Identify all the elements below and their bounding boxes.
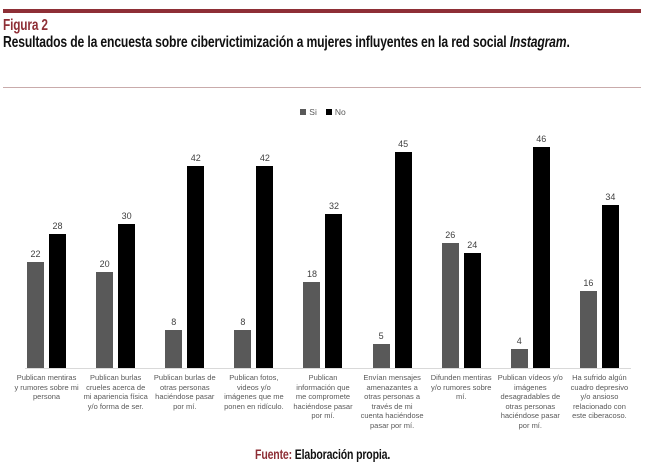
source-note-text: Fuente: Elaboración propia. [255, 447, 390, 462]
figure-title-text: Resultados de la encuesta sobre cibervic… [3, 34, 510, 51]
bar-si [303, 281, 321, 368]
bar-group: 5 45 [358, 128, 427, 368]
bar-wrap-no: 30 [118, 211, 136, 368]
bar-no [118, 224, 136, 368]
x-axis-line [25, 368, 631, 369]
bar-group: 8 42 [219, 128, 288, 368]
bar-group: 22 28 [12, 128, 81, 368]
legend-label-si: Si [309, 107, 317, 117]
bar-si [510, 348, 528, 368]
bar-si [27, 262, 45, 368]
bar-value-label: 30 [121, 211, 132, 221]
bar-wrap-no: 24 [463, 239, 481, 368]
legend-swatch-no [325, 109, 332, 115]
bar-value-label: 8 [240, 316, 246, 327]
bar-group: 8 42 [150, 128, 219, 368]
category-label: Publican mentiras y rumores sobre mi per… [14, 373, 79, 401]
bar-value-label: 46 [536, 134, 547, 145]
legend-item-no: No [325, 107, 346, 117]
category-label: Publican vídeos y/o imágenes desagradabl… [497, 373, 563, 430]
source-label: Fuente: [255, 447, 293, 462]
figure-title: Resultados de la encuesta sobre cibervic… [3, 34, 570, 52]
figure-label: Figura 2 [3, 17, 48, 34]
chart-legend: Si No [0, 107, 646, 117]
bar-wrap-si: 20 [96, 259, 114, 368]
bar-value-label: 42 [190, 153, 201, 164]
bar-wrap-si: 8 [234, 316, 252, 368]
bar-wrap-si: 4 [510, 335, 528, 368]
bar-value-label: 22 [30, 249, 41, 260]
bar-value-label: 32 [328, 201, 339, 212]
bar-value-label: 4 [516, 335, 522, 346]
bar-value-label: 24 [467, 239, 478, 250]
bar-no [325, 214, 343, 368]
bar-group: 16 34 [565, 128, 634, 368]
bar-no [394, 152, 412, 368]
bar-si [441, 243, 459, 368]
bar-wrap-si: 22 [27, 249, 45, 368]
bar-value-label: 45 [398, 139, 409, 149]
bar-wrap-no: 28 [49, 220, 67, 368]
category-label: Publican burlas de otras personas hacién… [153, 373, 216, 411]
bar-no [256, 166, 274, 368]
bar-value-label: 26 [445, 230, 456, 241]
bar-wrap-si: 16 [579, 278, 597, 368]
bar-si [579, 291, 597, 368]
bar-wrap-no: 45 [394, 139, 412, 368]
bar-group: 4 46 [496, 128, 565, 368]
bar-value-label: 18 [306, 268, 317, 279]
source-text: Elaboración propia. [292, 447, 391, 462]
bar-wrap-no: 32 [325, 201, 343, 368]
category-label: Publican información que me compromete h… [293, 373, 353, 420]
legend-item-si: Si [300, 107, 317, 117]
bar-si [165, 329, 183, 368]
bar-value-label: 20 [99, 259, 110, 269]
bar-group: 26 24 [427, 128, 496, 368]
category-label: Publican fotos, videos y/o imágenes que … [224, 373, 284, 411]
bar-no [463, 252, 481, 368]
bar-si [372, 344, 390, 368]
source-note: Fuente: Elaboración propia. [0, 446, 646, 464]
bar-value-label: 8 [171, 316, 177, 327]
bar-wrap-si: 8 [165, 316, 183, 368]
category-label: Publican burlas crueles acerca de mi apa… [83, 373, 148, 411]
bar-wrap-si: 5 [372, 331, 390, 368]
bar-si [234, 329, 252, 368]
bar-wrap-no: 34 [601, 191, 619, 368]
category-label: Difunden mentiras y/o rumores sobre mí. [430, 373, 492, 401]
bar-si [96, 272, 114, 368]
bar-no [49, 233, 67, 368]
legend-swatch-si [300, 109, 307, 115]
bar-value-label: 34 [605, 191, 616, 202]
bar-value-label: 42 [259, 153, 270, 164]
bar-no [532, 147, 550, 368]
plot-area: 22 28 20 30 8 42 8 42 18 32 5 45 26 24 4 46 16 34 [12, 128, 634, 368]
bar-wrap-no: 42 [187, 153, 205, 368]
figure-title-period: . [566, 34, 570, 51]
bar-wrap-si: 26 [441, 230, 459, 368]
bar-group: 18 32 [288, 128, 357, 368]
category-label: Ha sufrido algún cuadro depresivo y/o an… [570, 373, 629, 420]
bar-no [601, 204, 619, 368]
bar-value-label: 28 [52, 220, 63, 231]
bar-no [187, 166, 205, 368]
legend-label-no: No [334, 107, 346, 117]
figure-title-italic: Instagram [509, 34, 567, 51]
top-accent-rule [3, 9, 641, 13]
bar-wrap-no: 42 [256, 153, 274, 368]
header-divider [3, 87, 641, 88]
bar-value-label: 5 [378, 331, 384, 341]
bar-value-label: 16 [583, 278, 594, 289]
bar-wrap-si: 18 [303, 268, 321, 368]
category-label: Envían mensajes amenazantes a otras pers… [360, 373, 424, 430]
bar-group: 20 30 [81, 128, 150, 368]
category-labels: Publican mentiras y rumores sobre mi per… [12, 373, 634, 430]
bar-wrap-no: 46 [532, 134, 550, 368]
